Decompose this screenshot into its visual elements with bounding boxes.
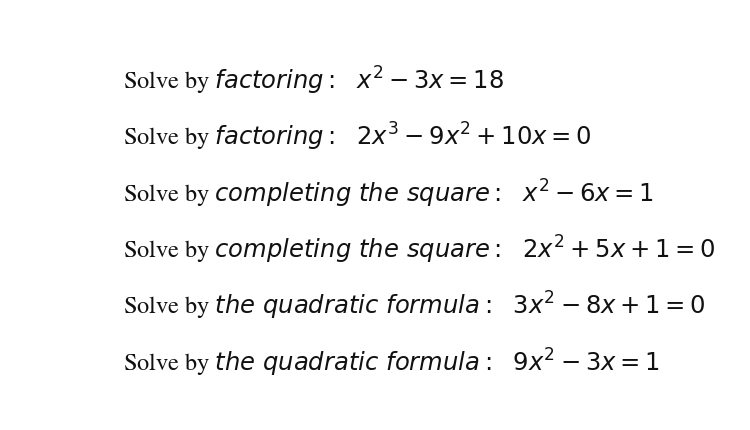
Text: Solve by $\mathit{the\ quadratic\ formula:}\ \ 3x^{2}-8x+1=0$: Solve by $\mathit{the\ quadratic\ formul… — [123, 290, 706, 322]
Text: Solve by $\mathit{completing\ the\ square:}\ \ 2x^{2}+5x+1=0$: Solve by $\mathit{completing\ the\ squar… — [123, 234, 716, 266]
Text: Solve by $\mathit{completing\ the\ square:}\ \ x^{2}-6x=1$: Solve by $\mathit{completing\ the\ squar… — [123, 178, 654, 210]
Text: Solve by $\mathit{the\ quadratic\ formula:}\ \ 9x^{2}-3x=1$: Solve by $\mathit{the\ quadratic\ formul… — [123, 346, 659, 378]
Text: Solve by $\mathit{factoring:}\ \ x^{2}-3x=18$: Solve by $\mathit{factoring:}\ \ x^{2}-3… — [123, 65, 504, 97]
Text: Solve by $\mathit{factoring:}\ \ 2x^{3}-9x^{2}+10x=0$: Solve by $\mathit{factoring:}\ \ 2x^{3}-… — [123, 121, 592, 154]
